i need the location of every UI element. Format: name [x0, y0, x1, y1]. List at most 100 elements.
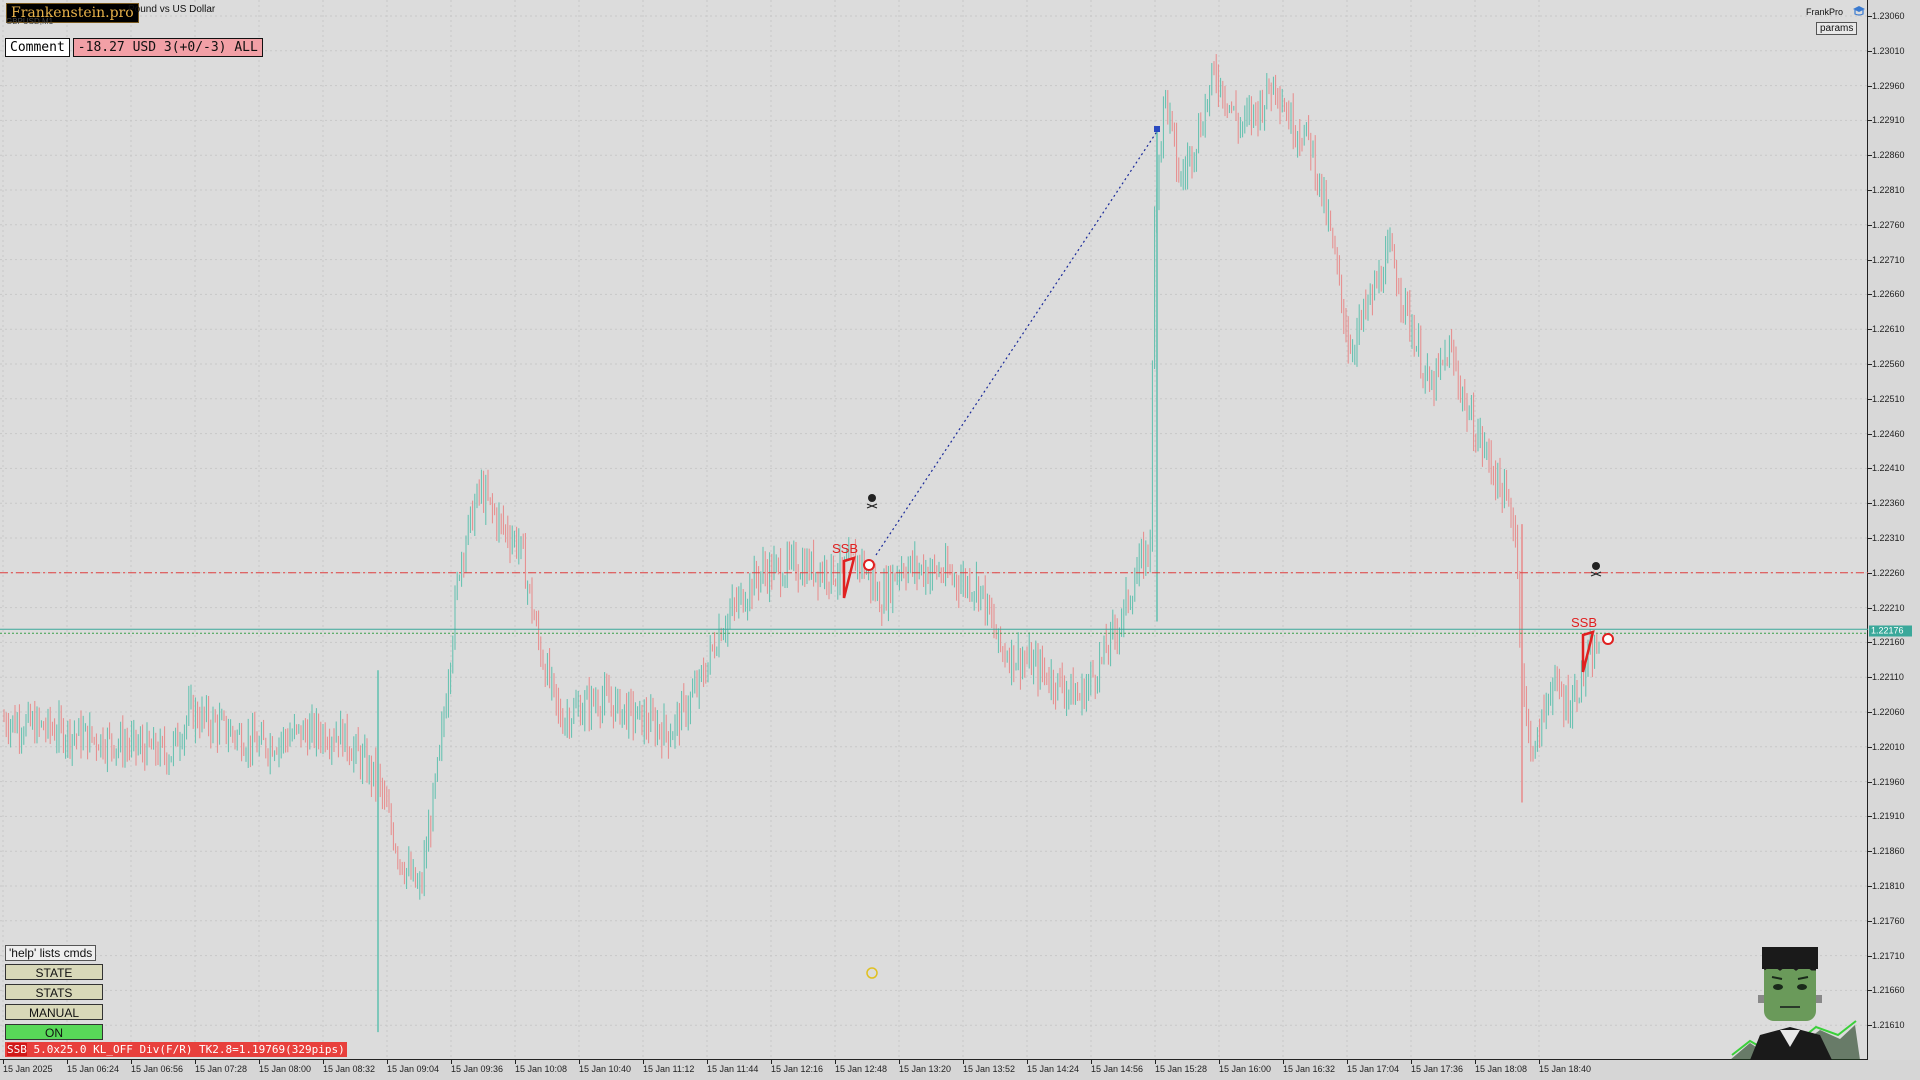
frankenstein-mascot-icon	[1730, 947, 1860, 1060]
state-button[interactable]: STATE	[5, 964, 103, 980]
price-tick	[1868, 920, 1872, 922]
price-axis	[1868, 0, 1920, 1060]
price-tick	[1868, 398, 1872, 400]
price-tick	[1868, 259, 1872, 261]
price-label: 1.21810	[1872, 881, 1905, 891]
price-tick	[1868, 712, 1872, 713]
price-label: 1.22860	[1872, 150, 1905, 161]
price-tick	[1868, 990, 1872, 992]
price-label: 1.22710	[1872, 254, 1905, 265]
price-tick	[1868, 816, 1872, 818]
time-label: 15 Jan 06:24	[67, 1064, 120, 1074]
price-label: 1.22760	[1872, 219, 1905, 230]
price-label: 1.22110	[1872, 672, 1904, 683]
price-label: 1.21910	[1872, 811, 1905, 822]
time-tick	[835, 1060, 836, 1064]
price-tick	[1868, 120, 1872, 122]
time-tick	[1283, 1060, 1284, 1064]
manual-button[interactable]: MANUAL	[5, 1004, 103, 1020]
time-tick	[3, 1060, 4, 1064]
time-tick	[1091, 1060, 1092, 1064]
time-label: 15 Jan 06:56	[131, 1064, 184, 1074]
time-label: 15 Jan 2025	[3, 1064, 53, 1074]
price-tick	[1868, 503, 1872, 505]
on-toggle-button[interactable]: ON	[5, 1024, 103, 1040]
price-label: 1.22010	[1872, 741, 1905, 752]
price-label: 1.22810	[1872, 185, 1905, 195]
time-tick	[899, 1060, 900, 1064]
comment-label: Comment	[5, 38, 70, 57]
crossbones-icon	[866, 503, 878, 509]
ssb-triangle	[842, 556, 856, 599]
time-label: 15 Jan 18:08	[1475, 1064, 1528, 1074]
price-label: 1.22560	[1872, 359, 1905, 369]
price-label: 1.21660	[1872, 985, 1905, 996]
price-tick	[1868, 50, 1872, 52]
chart-subtitle: GBPUSD,M1	[6, 17, 54, 26]
current-price-label: 1.22176	[1869, 625, 1912, 637]
time-label: 15 Jan 12:48	[835, 1064, 888, 1074]
price-tick	[1868, 1025, 1872, 1027]
time-label: 15 Jan 15:28	[1155, 1064, 1208, 1074]
time-label: 15 Jan 13:20	[899, 1064, 952, 1074]
price-label: 1.21960	[1872, 776, 1905, 787]
ssb-circle-icon	[863, 559, 875, 571]
stats-button[interactable]: STATS	[5, 984, 103, 1000]
brand-label: FrankPro	[1806, 7, 1844, 17]
price-label: 1.22910	[1872, 115, 1905, 126]
time-tick	[131, 1060, 132, 1064]
time-label: 15 Jan 12:16	[771, 1064, 824, 1074]
time-label: 15 Jan 14:56	[1091, 1064, 1144, 1074]
skull-icon	[1592, 562, 1600, 570]
smiley-icon	[866, 967, 878, 979]
status-bar: SSB 5.0x25.0 KL_OFF Div(F/R) TK2.8=1.197…	[5, 1042, 347, 1057]
ssb-label: SSB	[1571, 615, 1597, 630]
time-label: 15 Jan 07:28	[195, 1064, 248, 1074]
chart-area[interactable]: SSB SSB	[0, 0, 1868, 1060]
time-tick	[387, 1060, 388, 1064]
graduation-cap-icon[interactable]	[1852, 5, 1866, 17]
params-button[interactable]: params	[1816, 22, 1858, 35]
time-tick	[771, 1060, 772, 1064]
price-tick	[1868, 16, 1872, 17]
time-tick	[195, 1060, 196, 1064]
time-tick	[67, 1060, 68, 1064]
status-text: 5.0x25.0 KL_OFF Div(F/R) TK2.8=1.19769(3…	[26, 1043, 345, 1056]
price-tick	[1868, 155, 1872, 157]
price-label: 1.22260	[1872, 567, 1905, 578]
time-label: 15 Jan 10:40	[579, 1064, 632, 1074]
time-label: 15 Jan 09:04	[387, 1064, 440, 1074]
price-label: 1.21860	[1872, 846, 1905, 857]
price-label: 1.22160	[1872, 637, 1905, 648]
ssb-triangle	[1581, 630, 1595, 673]
price-tick	[1868, 746, 1872, 748]
price-tick	[1868, 886, 1872, 887]
time-label: 15 Jan 08:32	[323, 1064, 376, 1074]
price-tick	[1868, 468, 1872, 470]
price-tick	[1868, 642, 1872, 644]
price-chart[interactable]: SSB SSB	[0, 0, 1868, 1060]
time-label: 15 Jan 17:04	[1347, 1064, 1400, 1074]
price-tick	[1868, 364, 1872, 365]
price-label: 1.22360	[1872, 498, 1905, 509]
price-label: 1.22060	[1872, 707, 1905, 717]
price-label: 1.23010	[1872, 45, 1905, 56]
time-tick	[963, 1060, 964, 1064]
price-tick	[1868, 190, 1872, 191]
trend-line	[875, 129, 1159, 556]
price-tick	[1868, 851, 1872, 853]
time-label: 15 Jan 11:12	[643, 1064, 695, 1074]
time-tick	[1219, 1060, 1220, 1064]
time-tick	[579, 1060, 580, 1064]
time-label: 15 Jan 14:24	[1027, 1064, 1080, 1074]
time-tick	[1475, 1060, 1476, 1064]
trend-marker-icon	[1154, 126, 1160, 132]
time-tick	[1155, 1060, 1156, 1064]
price-label: 1.21760	[1872, 915, 1905, 926]
time-label: 15 Jan 18:40	[1539, 1064, 1592, 1074]
price-tick	[1868, 572, 1872, 574]
comment-value: -18.27 USD 3(+0/-3) ALL	[72, 38, 263, 57]
price-label: 1.22660	[1872, 289, 1905, 300]
time-label: 15 Jan 13:52	[963, 1064, 1016, 1074]
time-label: 15 Jan 16:32	[1283, 1064, 1336, 1074]
